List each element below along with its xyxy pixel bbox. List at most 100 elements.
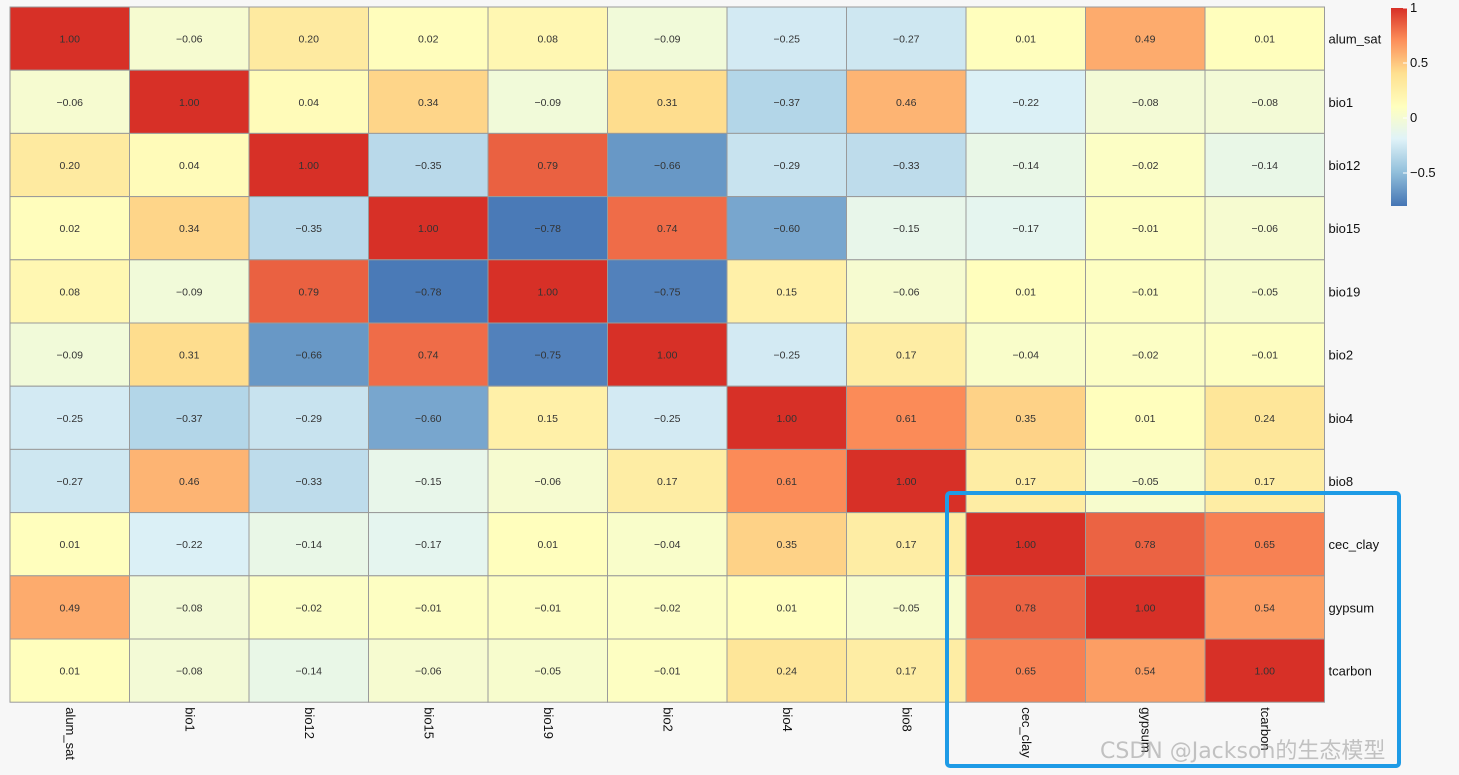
cell-value-label: −0.15 bbox=[415, 476, 442, 488]
cell-value-label: 0.17 bbox=[1016, 476, 1037, 488]
heatmap-cell bbox=[607, 196, 728, 261]
cell-value-label: 1.00 bbox=[1135, 602, 1156, 614]
cell-value-label: 0.15 bbox=[538, 413, 559, 425]
cell-value-label: 0.79 bbox=[299, 286, 320, 298]
column-labels: alum_sat bio1 bio12 bio15 bio19 bio2 bio4 bio8 c… bbox=[63, 707, 1273, 760]
heatmap-cell bbox=[487, 132, 608, 198]
cell-value-label: −0.02 bbox=[1132, 350, 1159, 362]
heatmap-cell bbox=[607, 512, 728, 577]
heatmap-cell bbox=[487, 196, 608, 261]
heatmap-cell bbox=[9, 6, 130, 71]
heatmap-cell bbox=[9, 512, 130, 577]
heatmap-cell bbox=[368, 512, 489, 577]
heatmap-cell bbox=[129, 322, 250, 387]
cell-value-label: −0.14 bbox=[295, 666, 322, 678]
cell-value-label: 1.00 bbox=[896, 476, 917, 488]
cell-value-label: 0.65 bbox=[1016, 666, 1037, 678]
cell-value-label: 0.61 bbox=[777, 476, 798, 488]
cell-value-label: 0.17 bbox=[896, 350, 917, 362]
column-label-bio2: bio2 bbox=[660, 707, 675, 732]
cell-value-label: −0.25 bbox=[773, 350, 800, 362]
cell-value-label: 0.17 bbox=[896, 666, 917, 678]
heatmap-cell bbox=[1085, 259, 1206, 324]
heatmap-cell bbox=[965, 69, 1086, 134]
cell-value-label: −0.37 bbox=[773, 97, 800, 109]
cell-value-label: −0.25 bbox=[56, 413, 83, 425]
heatmap-cell bbox=[9, 132, 130, 198]
heatmap-cell bbox=[607, 385, 728, 450]
cell-value-label: 0.74 bbox=[418, 350, 439, 362]
watermark-text: CSDN @Jackson的生态模型 bbox=[1100, 739, 1386, 764]
cell-value-label: −0.17 bbox=[415, 539, 442, 551]
cell-value-label: 0.08 bbox=[60, 286, 81, 298]
cell-value-label: 0.49 bbox=[60, 602, 81, 614]
cell-value-label: 0.31 bbox=[179, 350, 200, 362]
cell-value-label: −0.25 bbox=[654, 413, 681, 425]
heatmap-cell bbox=[846, 385, 967, 450]
heatmap-cell bbox=[846, 6, 967, 71]
cell-value-label: −0.22 bbox=[176, 539, 203, 551]
column-label-cec_clay: cec_clay bbox=[1019, 707, 1034, 758]
column-label-tcarbon: tcarbon bbox=[1258, 707, 1273, 750]
column-label-bio1: bio1 bbox=[182, 707, 197, 732]
heatmap-cell bbox=[248, 638, 369, 703]
heatmap-cell bbox=[607, 638, 728, 703]
heatmap-cell bbox=[129, 259, 250, 324]
cell-value-label: 0.35 bbox=[777, 539, 798, 551]
row-label-gypsum: gypsum bbox=[1329, 600, 1375, 615]
cell-value-label: 0.54 bbox=[1255, 602, 1276, 614]
legend-tick-label: 0 bbox=[1410, 110, 1417, 125]
heatmap-cell bbox=[607, 69, 728, 134]
cell-value-label: −0.66 bbox=[295, 350, 322, 362]
cell-value-label: −0.14 bbox=[295, 539, 322, 551]
row-label-bio2: bio2 bbox=[1329, 348, 1354, 363]
cell-value-label: −0.04 bbox=[1012, 350, 1039, 362]
row-label-cec_clay: cec_clay bbox=[1329, 537, 1380, 552]
cell-value-label: 0.01 bbox=[1016, 286, 1037, 298]
cell-value-label: −0.08 bbox=[1251, 97, 1278, 109]
cell-value-label: −0.33 bbox=[295, 476, 322, 488]
heatmap-cell bbox=[726, 638, 847, 703]
heatmap-cell bbox=[487, 259, 608, 324]
cell-value-label: 0.17 bbox=[657, 476, 678, 488]
cell-value-label: −0.02 bbox=[654, 602, 681, 614]
heatmap-cell bbox=[1204, 448, 1325, 514]
column-label-bio8: bio8 bbox=[899, 707, 914, 732]
cell-value-label: −0.60 bbox=[773, 223, 800, 235]
cell-value-label: −0.33 bbox=[893, 160, 920, 172]
heatmap-cell bbox=[248, 6, 369, 71]
legend-tick-label: −0.5 bbox=[1410, 165, 1436, 180]
cell-value-label: −0.35 bbox=[415, 160, 442, 172]
heatmap-cell bbox=[607, 448, 728, 514]
heatmap-cell bbox=[846, 69, 967, 134]
cell-value-label: 0.01 bbox=[60, 539, 81, 551]
cell-value-label: −0.01 bbox=[534, 602, 561, 614]
cell-value-label: 1.00 bbox=[179, 97, 200, 109]
heatmap-cell bbox=[248, 69, 369, 134]
cell-value-label: −0.78 bbox=[415, 286, 442, 298]
heatmap-cell bbox=[248, 196, 369, 261]
heatmap-cell bbox=[1204, 69, 1325, 134]
cell-value-label: −0.15 bbox=[893, 223, 920, 235]
heatmap-cell bbox=[1085, 638, 1206, 703]
heatmap-cell bbox=[9, 575, 130, 640]
cell-value-label: −0.17 bbox=[1012, 223, 1039, 235]
heatmap-cell bbox=[607, 259, 728, 324]
cell-value-label: −0.75 bbox=[654, 286, 681, 298]
column-label-bio12: bio12 bbox=[302, 707, 317, 739]
row-labels: alum_sat bio1 bio12 bio15 bio19 bio2 bio4 bio8 c… bbox=[1329, 32, 1382, 679]
cell-value-label: 1.00 bbox=[1255, 666, 1276, 678]
cell-value-label: −0.37 bbox=[176, 413, 203, 425]
column-label-bio15: bio15 bbox=[421, 707, 436, 739]
cell-value-label: −0.09 bbox=[654, 34, 681, 46]
cell-value-label: 0.34 bbox=[179, 223, 200, 235]
cell-value-label: −0.14 bbox=[1251, 160, 1278, 172]
cell-value-label: −0.22 bbox=[1012, 97, 1039, 109]
cell-value-label: 0.78 bbox=[1135, 539, 1156, 551]
cell-value-label: 0.74 bbox=[657, 223, 678, 235]
cell-value-label: −0.01 bbox=[654, 666, 681, 678]
cell-value-label: −0.29 bbox=[773, 160, 800, 172]
heatmap-cell bbox=[1085, 448, 1206, 514]
heatmap-cell bbox=[1204, 385, 1325, 450]
